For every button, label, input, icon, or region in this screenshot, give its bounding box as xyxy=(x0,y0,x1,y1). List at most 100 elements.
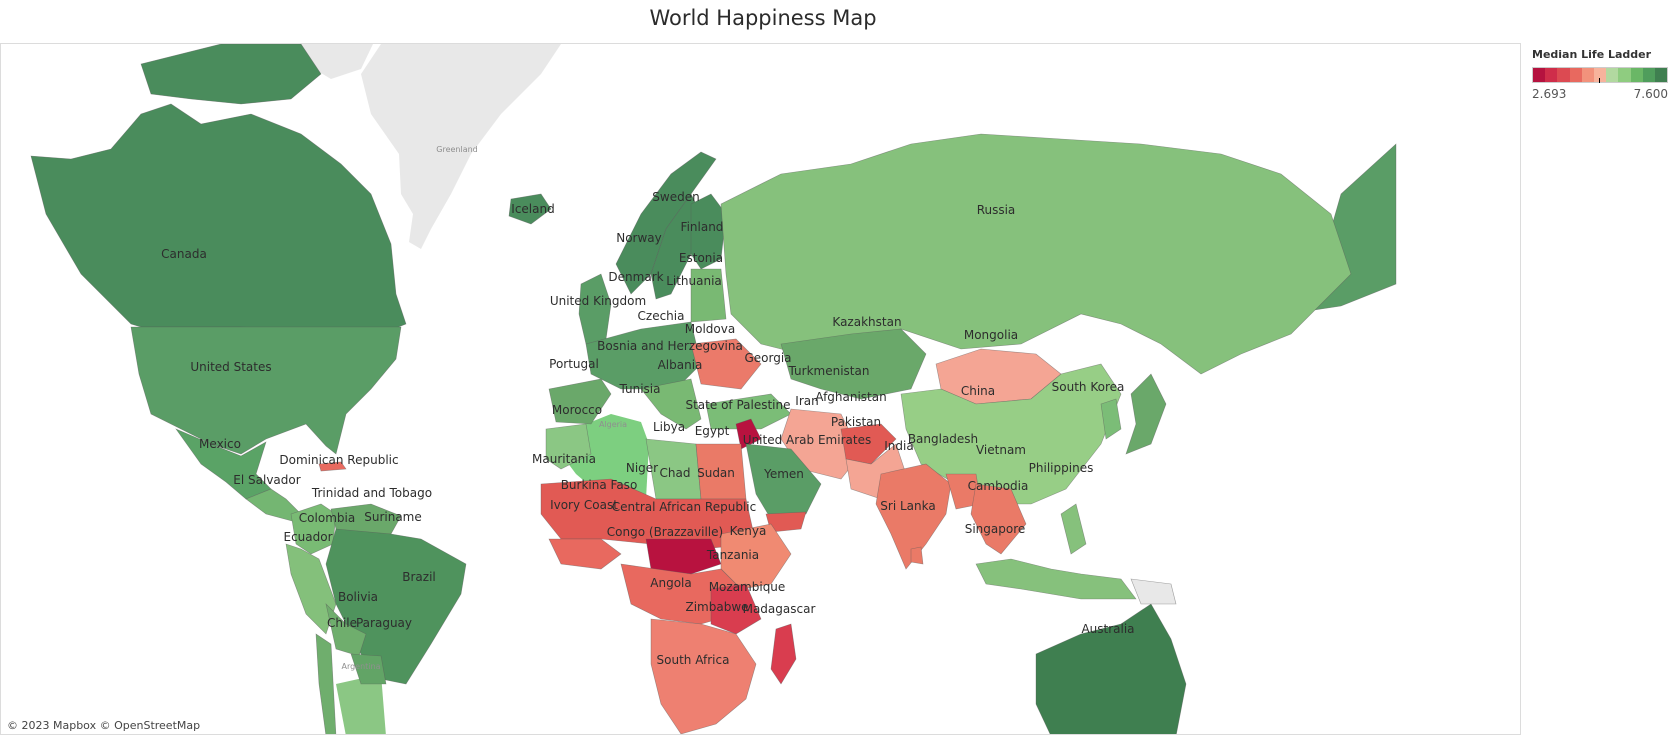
japan-shape[interactable] xyxy=(1125,373,1167,455)
country-label-albania: Albania xyxy=(658,358,703,372)
iceland-shape[interactable] xyxy=(508,193,552,225)
country-label-australia: Australia xyxy=(1081,622,1134,636)
country-label-zimbabwe: Zimbabwe xyxy=(685,600,748,614)
legend-range: 2.693 7.600 xyxy=(1532,87,1668,101)
country-label-brazil: Brazil xyxy=(402,570,436,584)
madagascar-shape[interactable] xyxy=(770,623,797,685)
indochina-shape[interactable] xyxy=(970,483,1027,555)
country-label-finland: Finland xyxy=(681,220,724,234)
country-label-chile: Chile xyxy=(327,616,357,630)
country-label-united-kingdom: United Kingdom xyxy=(550,294,646,308)
country-label-india: India xyxy=(884,439,913,453)
legend-swatch xyxy=(1618,68,1631,82)
country-label-lithuania: Lithuania xyxy=(666,274,722,288)
country-label-mauritania: Mauritania xyxy=(532,452,596,466)
canada-shape[interactable] xyxy=(30,103,407,335)
italy-balkans-shape[interactable] xyxy=(640,378,702,430)
country-label-moldova: Moldova xyxy=(685,322,735,336)
legend-swatch xyxy=(1533,68,1546,82)
country-label-ecuador: Ecuador xyxy=(283,530,332,544)
country-label-russia: Russia xyxy=(977,203,1016,217)
map-title: World Happiness Map xyxy=(649,6,877,30)
legend-swatch xyxy=(1606,68,1619,82)
legend-swatch xyxy=(1557,68,1570,82)
country-label-mongolia: Mongolia xyxy=(964,328,1018,342)
country-label-south-africa: South Africa xyxy=(657,653,730,667)
kazakhstan-shape[interactable] xyxy=(780,328,927,400)
color-legend: Median Life Ladder 2.693 7.600 xyxy=(1532,48,1672,101)
united-states-shape[interactable] xyxy=(130,326,402,455)
bolivia-shape[interactable] xyxy=(325,603,367,657)
sri-lanka-shape[interactable] xyxy=(910,546,924,565)
india-shape[interactable] xyxy=(875,463,952,570)
country-label-pakistan: Pakistan xyxy=(831,415,881,429)
legend-min-label: 2.693 xyxy=(1532,87,1567,101)
uk-shape[interactable] xyxy=(578,273,612,345)
country-label-ivory-coast: Ivory Coast xyxy=(550,498,618,512)
legend-title: Median Life Ladder xyxy=(1532,48,1652,61)
country-label-bangladesh: Bangladesh xyxy=(908,432,978,446)
country-label-colombia: Colombia xyxy=(299,511,355,525)
map-canvas[interactable]: Greenland Algeria Argentina Canada United… xyxy=(0,43,1521,735)
legend-swatch xyxy=(1593,68,1607,82)
legend-swatch xyxy=(1569,68,1582,82)
afghanistan-shape[interactable] xyxy=(840,423,897,465)
country-label-bosnia-and-herzegovina: Bosnia and Herzegovina xyxy=(597,339,743,353)
southern-africa-shape[interactable] xyxy=(650,618,757,734)
country-label-mozambique: Mozambique xyxy=(709,580,786,594)
world-map[interactable]: Greenland Algeria Argentina Canada United… xyxy=(1,44,1521,735)
legend-max-label: 7.600 xyxy=(1633,87,1668,101)
country-label-yemen: Yemen xyxy=(763,467,804,481)
arabian-peninsula-shape[interactable] xyxy=(745,443,822,520)
country-label-iran: Iran xyxy=(795,394,818,408)
country-label-norway: Norway xyxy=(616,231,662,245)
country-label-tunisia: Tunisia xyxy=(619,382,661,396)
korea-shape[interactable] xyxy=(1100,398,1122,440)
iberia-shape[interactable] xyxy=(548,378,612,425)
country-label-georgia: Georgia xyxy=(744,351,791,365)
country-label-el-salvador: El Salvador xyxy=(233,473,300,487)
country-label-angola: Angola xyxy=(650,576,691,590)
australia-shape[interactable] xyxy=(1035,603,1187,735)
baltics-shape[interactable] xyxy=(690,268,727,323)
central-africa-shape[interactable] xyxy=(645,538,722,575)
country-label-niger: Niger xyxy=(626,461,658,475)
palestine-region-shape[interactable] xyxy=(735,418,762,450)
country-label-sweden: Sweden xyxy=(652,190,699,204)
country-label-singapore: Singapore xyxy=(965,522,1026,536)
norway-shape[interactable] xyxy=(615,151,717,295)
brazil-shape[interactable] xyxy=(325,528,467,685)
country-label-morocco: Morocco xyxy=(552,403,602,417)
country-label-state-of-palestine: State of Palestine xyxy=(685,398,790,412)
country-label-portugal: Portugal xyxy=(549,357,599,371)
turkey-caucasus-shape[interactable] xyxy=(705,393,792,430)
country-label-south-korea: South Korea xyxy=(1052,380,1125,394)
country-label-canada: Canada xyxy=(161,247,207,261)
country-label-bolivia: Bolivia xyxy=(338,590,378,604)
country-label-united-arab-emirates: United Arab Emirates xyxy=(743,433,871,447)
indonesia-shape[interactable] xyxy=(975,558,1137,600)
country-label-iceland: Iceland xyxy=(511,202,554,216)
finland-shape[interactable] xyxy=(690,193,727,270)
eastern-europe-shape[interactable] xyxy=(690,338,762,390)
country-label-denmark: Denmark xyxy=(608,270,663,284)
west-africa-shape[interactable] xyxy=(548,538,622,570)
dominican-republic-shape[interactable] xyxy=(318,461,347,472)
arctic-island-shape xyxy=(301,44,373,79)
country-label-philippines: Philippines xyxy=(1029,461,1094,475)
mexico-shape[interactable] xyxy=(175,428,272,500)
country-label-mexico: Mexico xyxy=(199,437,241,451)
legend-tick-mark xyxy=(1599,78,1600,83)
new-guinea-shape[interactable] xyxy=(1130,578,1177,605)
legend-swatch xyxy=(1545,68,1558,82)
greenland-basemap-label: Greenland xyxy=(436,145,478,154)
russia-shape[interactable] xyxy=(720,133,1352,375)
country-label-china: China xyxy=(961,384,995,398)
tanzania-shape[interactable] xyxy=(710,583,762,635)
chile-shape[interactable] xyxy=(315,633,337,735)
morocco-shape[interactable] xyxy=(545,423,592,470)
philippines-shape[interactable] xyxy=(1060,503,1087,555)
legend-swatch xyxy=(1630,68,1643,82)
canada-arctic-shape[interactable] xyxy=(140,44,322,105)
paraguay-shape[interactable] xyxy=(350,653,387,685)
